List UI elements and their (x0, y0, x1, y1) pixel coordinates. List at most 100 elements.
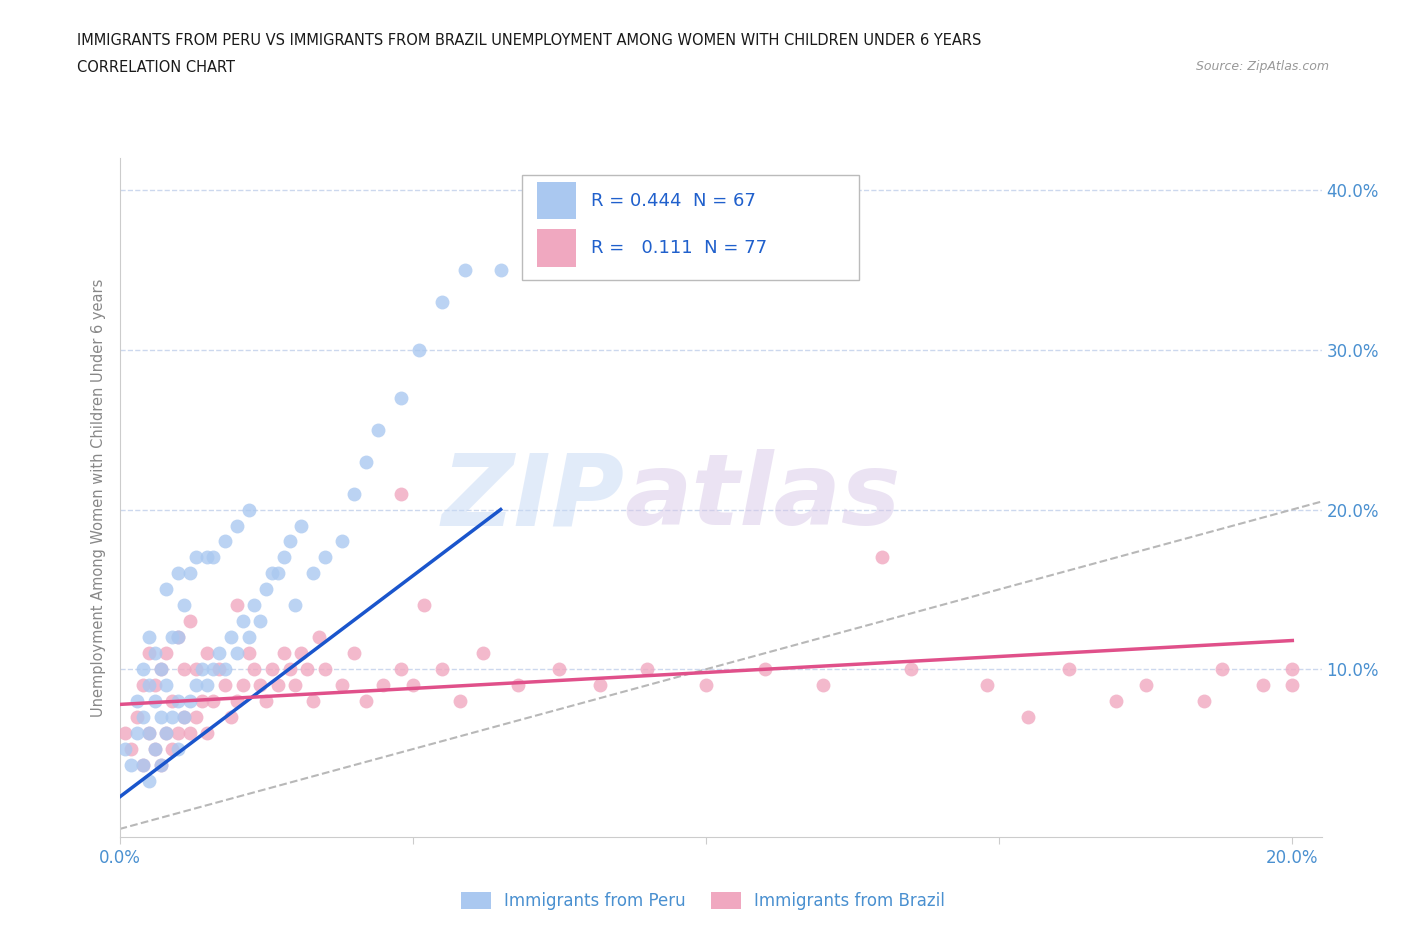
Point (343, 645, 366, 660)
Point (167, 725, 190, 740)
Point (197, 678, 219, 693)
Point (179, 614, 201, 629)
Point (127, 725, 149, 740)
Point (214, 534, 236, 549)
Point (184, 678, 207, 693)
Point (225, 645, 247, 660)
Point (149, 662, 172, 677)
Point (278, 534, 301, 549)
Point (167, 630, 190, 644)
Point (1211, 662, 1233, 677)
Legend: Immigrants from Peru, Immigrants from Brazil: Immigrants from Peru, Immigrants from Br… (454, 885, 952, 917)
Point (149, 710, 172, 724)
Point (208, 645, 231, 660)
Point (214, 662, 236, 677)
Point (243, 598, 266, 613)
Point (202, 550, 225, 565)
Point (330, 534, 353, 549)
Point (197, 725, 219, 740)
Point (155, 725, 177, 740)
Text: atlas: atlas (624, 449, 901, 546)
Point (138, 645, 160, 660)
Point (489, 262, 512, 277)
Point (508, 678, 530, 693)
Point (811, 678, 834, 693)
Text: R = 0.444  N = 67: R = 0.444 N = 67 (591, 192, 755, 209)
Point (114, 725, 136, 740)
Point (870, 550, 893, 565)
Point (149, 758, 172, 773)
Point (449, 694, 471, 709)
Point (138, 725, 160, 740)
Point (167, 694, 190, 709)
Point (389, 391, 412, 405)
Point (190, 694, 212, 709)
Point (184, 710, 207, 724)
Point (219, 710, 242, 724)
Point (290, 645, 312, 660)
Point (184, 662, 207, 677)
Point (402, 678, 425, 693)
Point (278, 662, 301, 677)
Point (413, 598, 436, 613)
Point (1135, 678, 1157, 693)
Point (225, 518, 247, 533)
Point (173, 662, 195, 677)
Point (1194, 694, 1216, 709)
Point (143, 645, 166, 660)
Point (454, 262, 477, 277)
Point (1281, 662, 1303, 677)
Point (155, 725, 177, 740)
Point (155, 678, 177, 693)
Point (127, 710, 149, 724)
Point (284, 598, 307, 613)
Point (167, 566, 190, 581)
Point (290, 518, 312, 533)
Point (238, 502, 260, 517)
Point (273, 550, 295, 565)
Point (636, 662, 658, 677)
Point (273, 645, 295, 660)
Point (1059, 662, 1081, 677)
Point (354, 694, 377, 709)
Point (243, 662, 266, 677)
FancyBboxPatch shape (522, 175, 859, 280)
Point (238, 630, 260, 644)
Point (1017, 710, 1039, 724)
Point (138, 725, 160, 740)
Point (138, 678, 160, 693)
Point (132, 678, 155, 693)
Point (367, 422, 389, 437)
Point (260, 566, 283, 581)
Point (167, 630, 190, 644)
Point (179, 566, 201, 581)
Point (197, 550, 219, 565)
Point (143, 742, 166, 757)
Point (1281, 678, 1303, 693)
Point (162, 694, 184, 709)
Point (155, 582, 177, 597)
Point (184, 550, 207, 565)
Point (197, 645, 219, 660)
Point (179, 725, 201, 740)
Point (267, 566, 290, 581)
Point (389, 486, 412, 501)
Point (754, 662, 776, 677)
Text: Source: ZipAtlas.com: Source: ZipAtlas.com (1195, 60, 1329, 73)
Point (249, 614, 271, 629)
Point (267, 678, 290, 693)
Point (138, 630, 160, 644)
Point (254, 694, 277, 709)
Point (202, 662, 225, 677)
Point (173, 710, 195, 724)
Point (127, 694, 149, 709)
Point (120, 742, 142, 757)
Point (430, 662, 453, 677)
Point (162, 742, 184, 757)
Point (132, 662, 155, 677)
Y-axis label: Unemployment Among Women with Children Under 6 years: Unemployment Among Women with Children U… (90, 278, 105, 717)
Point (330, 678, 353, 693)
Point (120, 758, 142, 773)
Point (173, 598, 195, 613)
Point (162, 710, 184, 724)
